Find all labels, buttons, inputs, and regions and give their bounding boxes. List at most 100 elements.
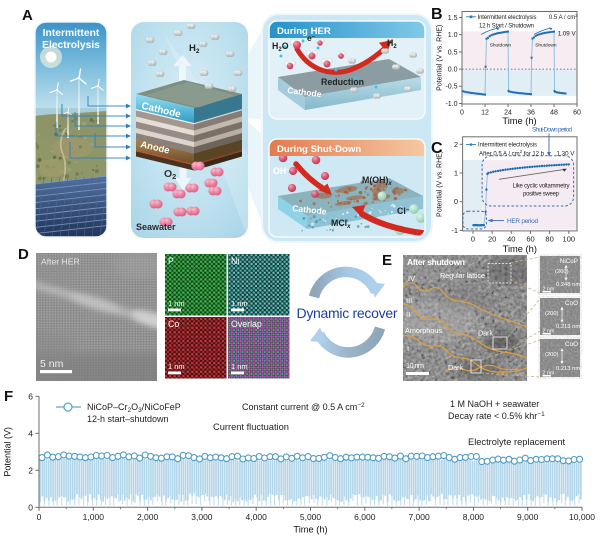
svg-text:D: D xyxy=(18,246,29,263)
svg-text:F: F xyxy=(4,388,13,405)
svg-text:Cl−: Cl− xyxy=(397,206,409,216)
svg-text:1.5: 1.5 xyxy=(448,15,458,22)
svg-text:2: 2 xyxy=(28,465,33,475)
svg-text:0.5: 0.5 xyxy=(448,49,458,56)
svg-text:HER period: HER period xyxy=(507,218,538,225)
svg-text:10 nm: 10 nm xyxy=(406,361,424,370)
svg-text:Time (h): Time (h) xyxy=(502,116,536,126)
svg-text:1.0: 1.0 xyxy=(448,32,458,39)
svg-text:During Shut-Down: During Shut-Down xyxy=(277,144,361,155)
svg-text:48: 48 xyxy=(550,110,558,117)
svg-text:9,000: 9,000 xyxy=(517,512,539,522)
svg-text:H2O: H2O xyxy=(272,41,289,53)
svg-text:Shutdown: Shutdown xyxy=(490,43,512,49)
svg-text:Electrolyte replacement: Electrolyte replacement xyxy=(468,437,566,447)
svg-text:Decay rate < 0.5% khr−1: Decay rate < 0.5% khr−1 xyxy=(448,411,545,421)
svg-text:2,000: 2,000 xyxy=(137,512,159,522)
svg-text:12 h Start / Shutdown: 12 h Start / Shutdown xyxy=(479,24,534,30)
svg-text:CoO: CoO xyxy=(565,300,578,307)
svg-text:Dark: Dark xyxy=(448,363,463,372)
svg-text:2 nm: 2 nm xyxy=(543,371,555,377)
svg-text:1 M NaOH + seawater: 1 M NaOH + seawater xyxy=(450,399,539,409)
svg-text:OH−: OH− xyxy=(273,166,289,176)
svg-text:H2: H2 xyxy=(189,43,200,55)
svg-text:36: 36 xyxy=(527,110,535,117)
svg-text:Current fluctuation: Current fluctuation xyxy=(213,422,289,432)
svg-text:1 nm: 1 nm xyxy=(168,362,185,371)
svg-text:(260): (260) xyxy=(555,269,569,275)
svg-text:0.0: 0.0 xyxy=(448,67,458,74)
svg-text:A: A xyxy=(22,7,33,24)
svg-text:NiCoP: NiCoP xyxy=(560,258,578,265)
svg-text:1 nm: 1 nm xyxy=(168,299,185,308)
svg-text:During HER: During HER xyxy=(277,26,331,37)
svg-text:3,000: 3,000 xyxy=(191,512,213,522)
svg-text:I: I xyxy=(407,344,409,353)
svg-text:After 0.5 A / cm2 for 12 h: After 0.5 A / cm2 for 12 h xyxy=(479,149,544,157)
svg-text:10,000: 10,000 xyxy=(569,512,595,522)
svg-text:Intermittent electrolysis: Intermittent electrolysis xyxy=(478,143,537,149)
svg-text:1.30 V: 1.30 V xyxy=(557,150,576,157)
svg-text:1: 1 xyxy=(454,169,458,178)
svg-text:Intermittent electrolysis: Intermittent electrolysis xyxy=(478,15,537,21)
svg-text:Seawater: Seawater xyxy=(136,222,176,232)
svg-text:NiCoP–Cr2O3/NiCoFeP: NiCoP–Cr2O3/NiCoFeP xyxy=(87,402,181,414)
svg-text:-0.5: -0.5 xyxy=(445,84,457,91)
svg-text:60: 60 xyxy=(573,110,581,117)
svg-text:-1: -1 xyxy=(451,226,458,235)
svg-text:(200): (200) xyxy=(545,352,559,358)
svg-text:E: E xyxy=(382,252,392,269)
svg-text:2 nm: 2 nm xyxy=(543,329,555,335)
svg-text:0.213 nm: 0.213 nm xyxy=(556,324,580,330)
svg-text:Like cyclic voltammetry: Like cyclic voltammetry xyxy=(513,184,570,190)
svg-text:40: 40 xyxy=(507,234,515,243)
svg-text:Potential (V vs. RHE): Potential (V vs. RHE) xyxy=(437,25,444,91)
svg-text:0: 0 xyxy=(471,234,475,243)
svg-text:8,000: 8,000 xyxy=(463,512,485,522)
svg-text:After HER: After HER xyxy=(41,257,80,267)
svg-text:Electrolysis: Electrolysis xyxy=(42,40,100,51)
svg-text:7,000: 7,000 xyxy=(408,512,430,522)
svg-text:Time (h): Time (h) xyxy=(293,524,327,534)
svg-text:6: 6 xyxy=(28,391,33,401)
svg-text:(200): (200) xyxy=(545,311,559,317)
svg-text:Shutdown: Shutdown xyxy=(535,43,557,49)
svg-text:12: 12 xyxy=(481,110,489,117)
svg-text:4,000: 4,000 xyxy=(246,512,268,522)
svg-text:C: C xyxy=(431,140,443,157)
svg-text:4: 4 xyxy=(28,428,33,438)
svg-text:Shut-Down period: Shut-Down period xyxy=(532,127,572,134)
svg-text:Regular lattice: Regular lattice xyxy=(440,271,485,280)
svg-text:Overlap: Overlap xyxy=(231,319,262,329)
svg-text:Reduction: Reduction xyxy=(321,77,364,87)
svg-text:0.248 nm: 0.248 nm xyxy=(556,282,580,288)
svg-text:1 nm: 1 nm xyxy=(231,362,248,371)
svg-text:0: 0 xyxy=(37,512,42,522)
svg-text:positive sweep: positive sweep xyxy=(523,192,560,198)
svg-text:0.213 nm: 0.213 nm xyxy=(556,366,580,372)
svg-text:IV: IV xyxy=(408,274,415,283)
svg-text:24: 24 xyxy=(504,110,512,117)
svg-text:Potential (V vs. RHE): Potential (V vs. RHE) xyxy=(437,151,444,217)
svg-text:0: 0 xyxy=(454,197,458,206)
svg-text:60: 60 xyxy=(526,234,534,243)
svg-text:20: 20 xyxy=(488,234,496,243)
svg-text:Intermittent: Intermittent xyxy=(43,28,100,39)
svg-text:1 nm: 1 nm xyxy=(231,299,248,308)
svg-text:1.09 V: 1.09 V xyxy=(558,31,577,38)
svg-text:12-h start–shutdown: 12-h start–shutdown xyxy=(87,414,169,424)
svg-text:5 nm: 5 nm xyxy=(40,358,64,370)
svg-text:2 nm: 2 nm xyxy=(543,287,555,293)
svg-text:B: B xyxy=(431,6,443,23)
svg-text:Constant current @ 0.5 A cm−2: Constant current @ 0.5 A cm−2 xyxy=(242,402,365,412)
svg-text:MClx: MClx xyxy=(331,218,351,230)
svg-text:II: II xyxy=(406,310,410,319)
svg-text:e−: e− xyxy=(307,33,315,43)
svg-text:Cathode: Cathode xyxy=(292,203,327,217)
svg-text:After shutdown: After shutdown xyxy=(407,257,465,267)
svg-text:H2: H2 xyxy=(387,38,397,50)
svg-text:2: 2 xyxy=(454,140,458,149)
svg-text:Potential (V): Potential (V) xyxy=(3,427,13,477)
svg-text:Dark: Dark xyxy=(478,329,493,338)
svg-text:-1.0: -1.0 xyxy=(445,101,457,108)
